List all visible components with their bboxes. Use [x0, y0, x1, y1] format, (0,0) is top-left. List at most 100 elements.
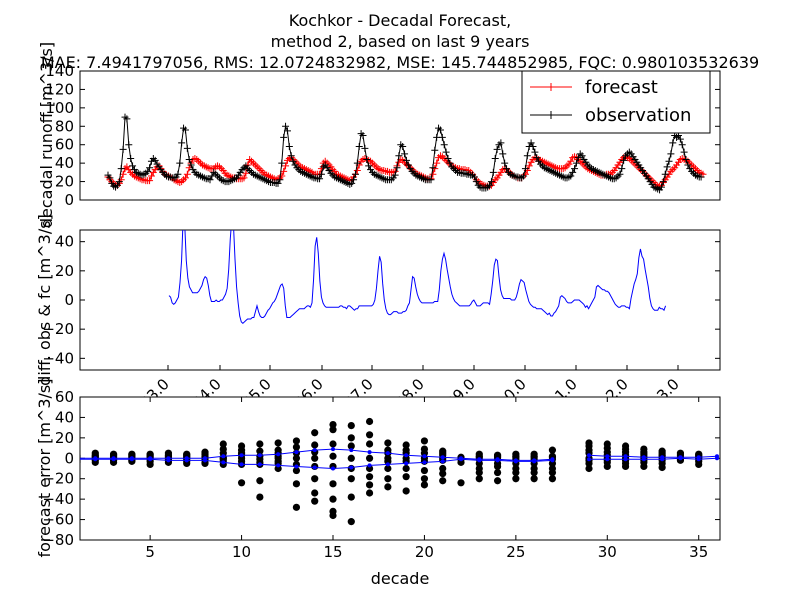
point-marker — [274, 179, 282, 187]
point-marker — [282, 162, 290, 170]
error-band-marker — [276, 463, 281, 468]
error-band-marker — [587, 453, 591, 458]
point-marker — [285, 143, 293, 151]
point-marker — [657, 183, 665, 191]
point-marker — [497, 139, 505, 147]
error-point — [530, 475, 538, 483]
y-tick-label: 40 — [55, 233, 74, 251]
error-point — [329, 452, 337, 460]
point-marker — [287, 152, 295, 160]
point-marker — [393, 164, 401, 172]
error-point — [512, 475, 520, 483]
error-band-marker — [715, 456, 719, 461]
error-point — [365, 417, 374, 426]
error-band-marker — [257, 462, 262, 467]
point-marker — [572, 159, 580, 167]
point-marker — [147, 172, 155, 180]
error-point — [201, 448, 209, 456]
error-point — [402, 487, 410, 495]
point-marker — [578, 152, 586, 160]
error-band-marker — [385, 462, 390, 467]
error-band-marker — [312, 448, 317, 453]
error-point — [402, 464, 410, 473]
point-marker — [353, 167, 361, 175]
point-marker — [351, 170, 359, 178]
point-marker — [620, 156, 628, 164]
error-point — [347, 422, 355, 430]
title-line-1: Kochkor - Decadal Forecast, — [289, 11, 511, 30]
error-band-marker — [477, 458, 482, 463]
title-line-2: method 2, based on last 9 years — [271, 32, 530, 51]
error-point — [365, 440, 374, 448]
point-marker — [115, 178, 123, 186]
error-point — [292, 503, 301, 511]
y-tick-label: 60 — [55, 388, 74, 406]
error-band-marker — [440, 459, 445, 464]
error-point — [384, 439, 392, 447]
point-marker — [438, 133, 446, 141]
y-tick-label: −20 — [42, 470, 74, 488]
error-band-marker — [660, 457, 665, 462]
point-marker — [682, 155, 690, 163]
error-band-marker — [513, 459, 518, 464]
error-band-marker — [696, 457, 701, 462]
error-point — [256, 447, 264, 455]
x-axis-label: decade — [371, 569, 430, 588]
error-point — [219, 445, 227, 453]
point-marker — [174, 170, 182, 178]
error-point — [439, 464, 447, 473]
error-band-marker — [623, 454, 628, 459]
point-marker — [684, 161, 692, 169]
error-point — [512, 468, 520, 477]
point-marker — [436, 126, 444, 134]
error-point — [274, 457, 282, 465]
error-band-marker — [111, 457, 116, 462]
error-band-line — [588, 454, 718, 458]
error-point — [329, 480, 337, 488]
y-tick-label: −60 — [42, 511, 74, 529]
y-axis-label: decadal runoff [m^3/s] — [37, 42, 56, 228]
error-band-marker — [404, 461, 409, 466]
error-point — [311, 497, 319, 505]
error-point — [128, 450, 136, 458]
point-marker — [616, 170, 624, 178]
point-marker — [525, 162, 533, 170]
point-marker — [117, 165, 125, 173]
error-point — [384, 457, 392, 465]
error-point — [329, 495, 337, 503]
point-marker — [280, 133, 288, 141]
error-band-marker — [148, 457, 153, 462]
error-point — [219, 440, 227, 448]
error-point — [292, 443, 301, 451]
error-point — [402, 446, 410, 454]
point-marker — [399, 143, 407, 151]
y-tick-label: 40 — [55, 408, 74, 426]
point-marker — [240, 174, 248, 182]
point-marker — [659, 178, 667, 186]
point-marker — [523, 152, 531, 160]
error-band-marker — [239, 462, 244, 467]
error-point — [548, 446, 557, 454]
error-band-marker — [440, 455, 445, 460]
error-band-marker — [495, 458, 500, 463]
point-marker — [316, 175, 324, 183]
error-band-marker — [203, 458, 207, 463]
legend-label: observation — [585, 105, 691, 126]
point-marker — [282, 122, 290, 130]
error-point — [347, 454, 355, 462]
error-point — [347, 518, 355, 526]
point-marker — [361, 144, 369, 152]
point-marker — [119, 145, 127, 153]
error-point — [274, 464, 282, 473]
error-point — [256, 493, 264, 501]
point-marker — [355, 143, 363, 151]
error-point — [329, 511, 337, 520]
error-band-marker — [385, 451, 390, 456]
error-point — [420, 466, 429, 475]
error-band-marker — [93, 457, 98, 462]
error-point — [347, 434, 355, 442]
point-marker — [283, 127, 291, 135]
error-band-marker — [129, 457, 134, 462]
point-marker — [446, 159, 454, 167]
